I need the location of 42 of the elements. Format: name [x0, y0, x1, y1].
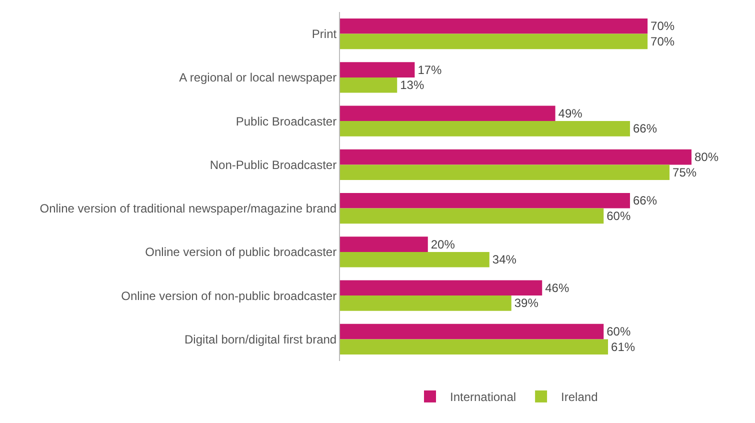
bar — [340, 236, 428, 252]
data-label: 49% — [558, 106, 583, 120]
data-label: 70% — [650, 34, 675, 48]
data-label: 80% — [694, 150, 719, 164]
data-label: 34% — [492, 252, 517, 267]
legend-label: Ireland — [561, 390, 598, 404]
bar — [340, 324, 604, 340]
data-label: 61% — [611, 340, 636, 354]
data-label: 70% — [650, 19, 675, 34]
data-label: 66% — [632, 194, 658, 208]
data-label: 75% — [672, 165, 697, 180]
data-label: 17% — [418, 62, 442, 77]
data-label: 60% — [606, 208, 631, 223]
bar — [340, 339, 608, 354]
bar — [340, 193, 630, 208]
legend-label: International — [450, 390, 516, 404]
data-label: 66% — [632, 122, 658, 136]
y-tick-label: A regional or local newspaper — [179, 70, 337, 85]
y-tick-label: Online version of public broadcaster — [145, 245, 337, 260]
bar — [340, 149, 692, 165]
bar — [340, 34, 648, 50]
data-label: 46% — [545, 280, 570, 295]
data-label: 20% — [430, 237, 456, 252]
bar — [340, 208, 604, 224]
bar — [340, 18, 648, 34]
bar — [340, 106, 556, 122]
y-tick-label: Print — [312, 27, 338, 42]
bar — [340, 121, 630, 136]
bar — [340, 77, 398, 93]
bar — [340, 252, 490, 268]
data-label: 13% — [400, 78, 424, 92]
y-tick-label: Non-Public Broadcaster — [210, 158, 337, 172]
y-tick-label: Online version of non-public broadcaster — [121, 288, 337, 303]
bar — [340, 296, 512, 311]
bar — [340, 62, 415, 78]
data-label: 39% — [514, 296, 539, 310]
bar — [340, 164, 670, 180]
y-tick-label: Digital born/digital first brand — [184, 332, 337, 346]
data-label: 60% — [606, 324, 631, 339]
y-tick-label: Online version of traditional newspaper/magazine brand — [40, 202, 337, 216]
bar — [340, 280, 542, 296]
y-tick-label: Public Broadcaster — [236, 114, 337, 128]
